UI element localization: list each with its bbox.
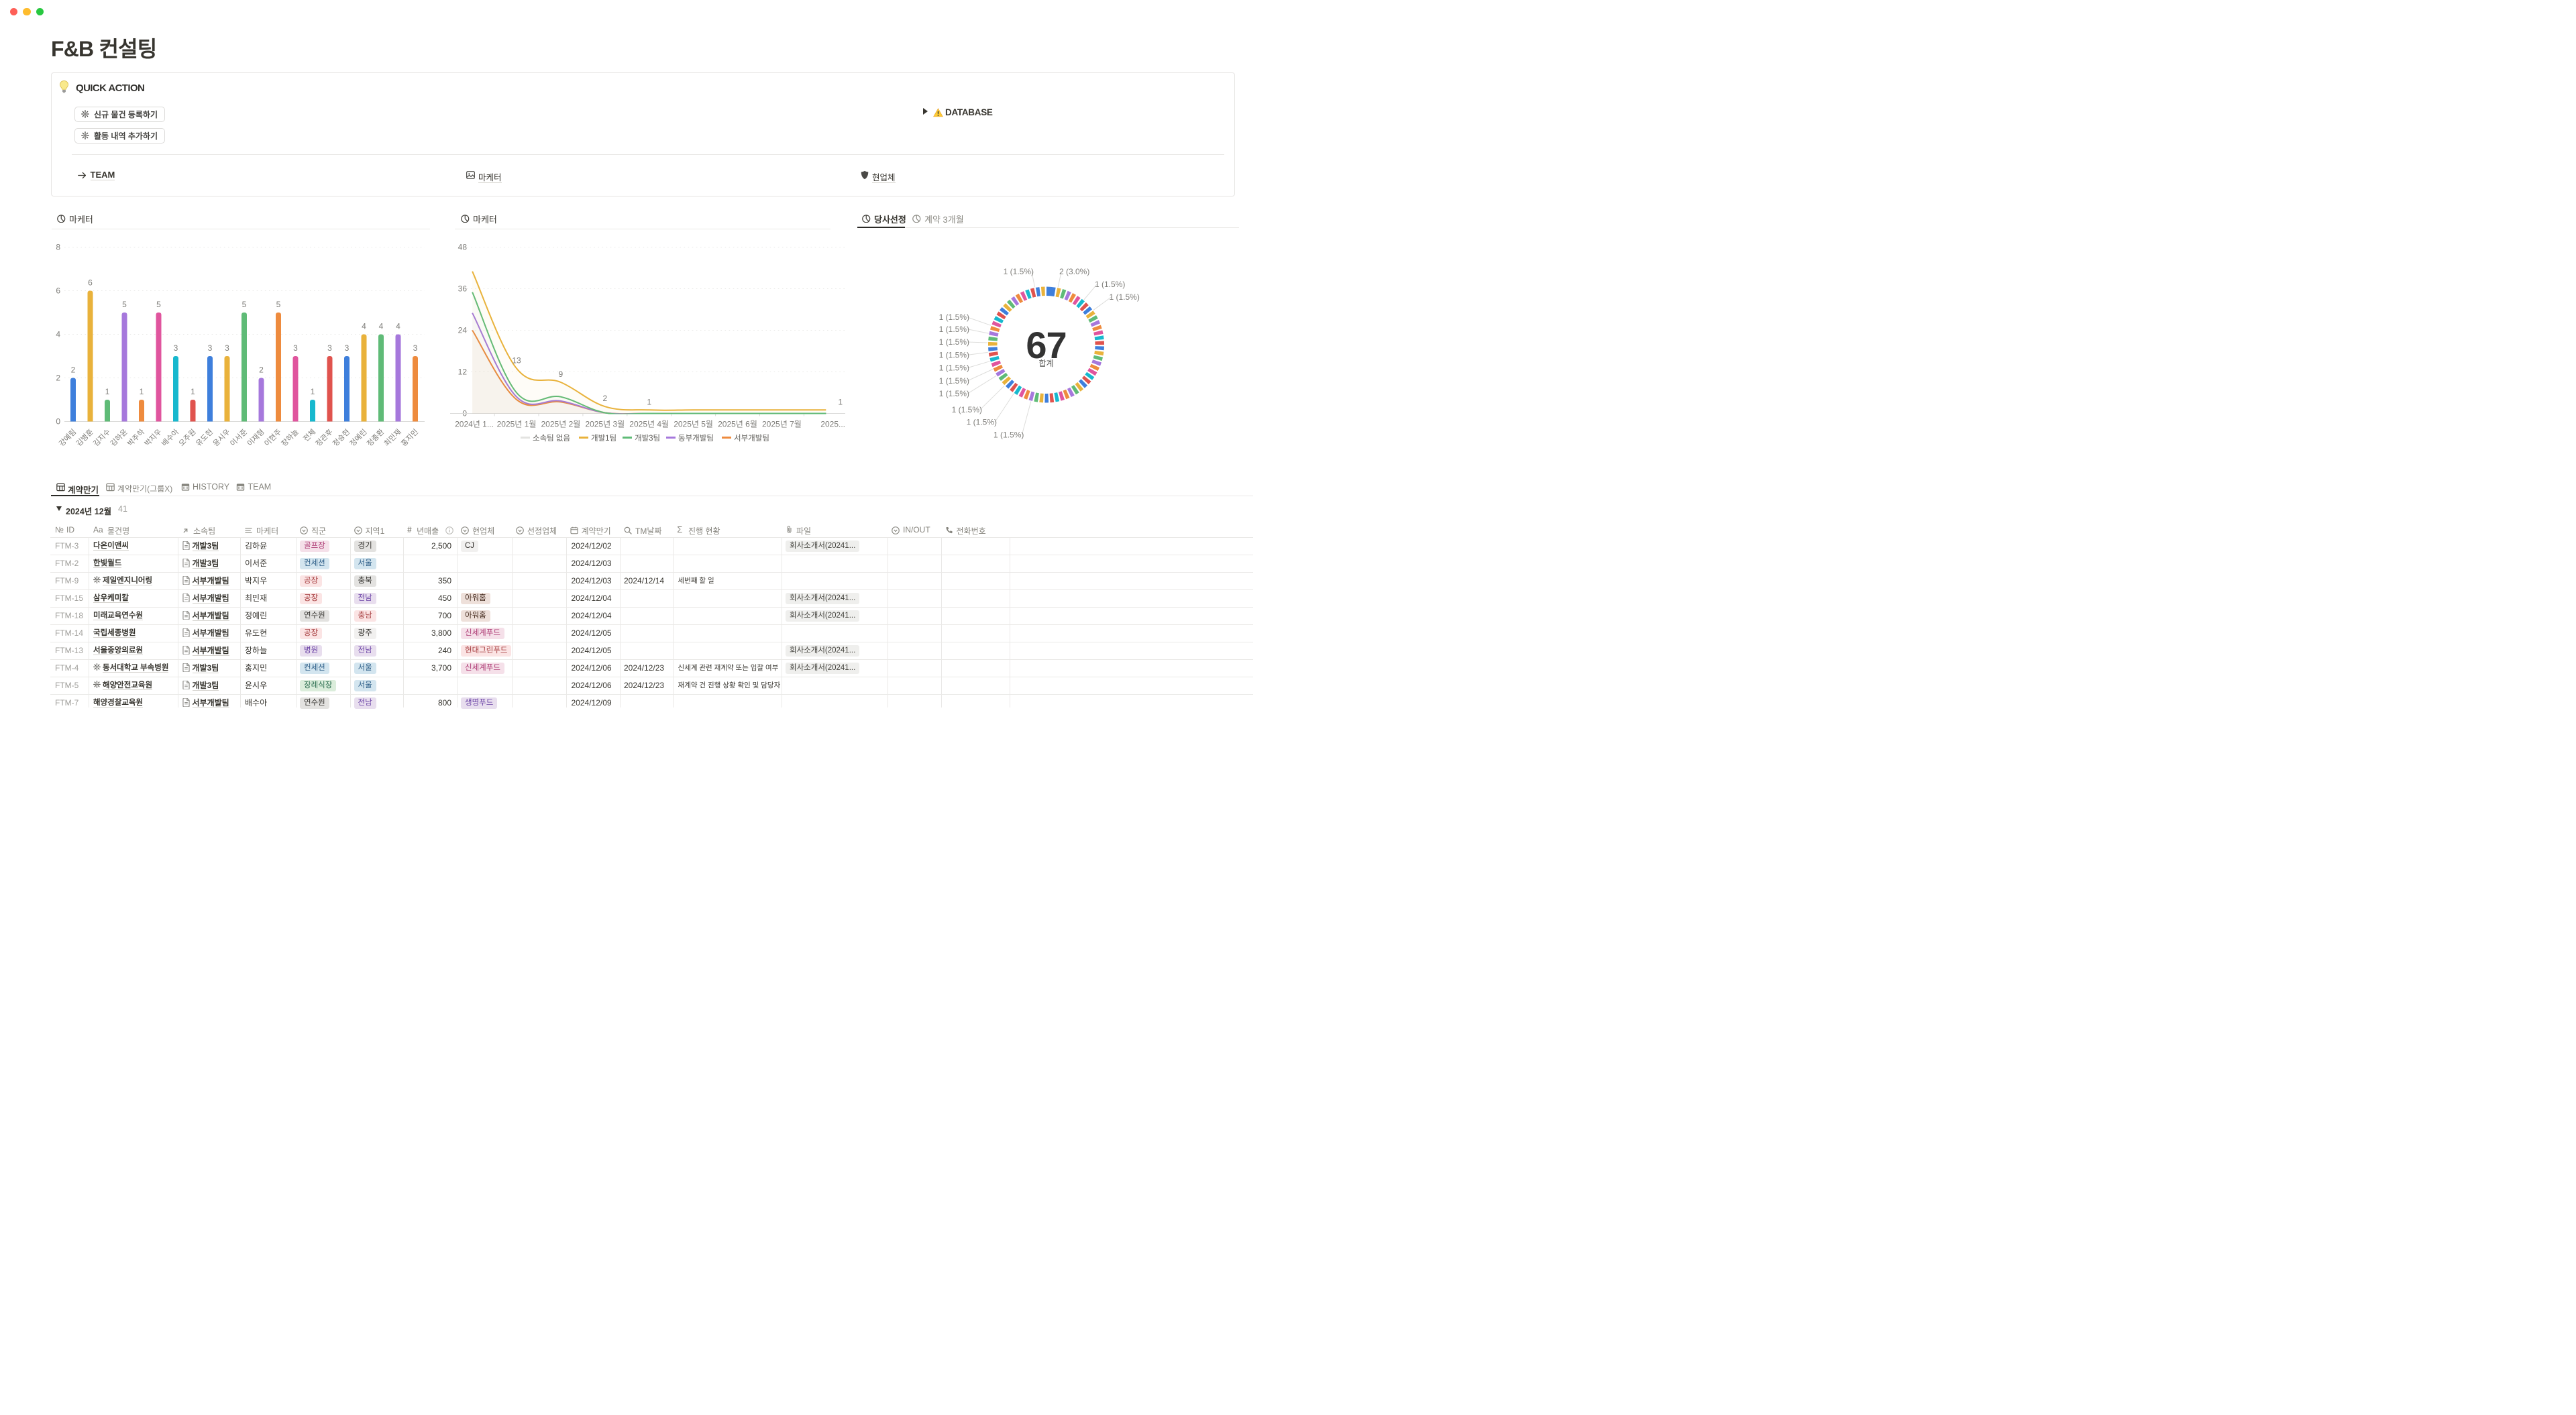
svg-text:12: 12: [458, 367, 468, 377]
svg-text:5: 5: [122, 300, 127, 309]
svg-text:1: 1: [647, 397, 651, 406]
svg-text:5: 5: [276, 300, 281, 309]
svg-text:최민재: 최민재: [382, 427, 403, 448]
svg-text:1 (1.5%): 1 (1.5%): [939, 350, 969, 359]
svg-text:0: 0: [56, 417, 60, 427]
svg-text:이현주: 이현주: [262, 427, 283, 448]
svg-text:2: 2: [56, 374, 60, 383]
svg-text:3: 3: [174, 343, 178, 353]
svg-text:4: 4: [396, 322, 400, 331]
svg-text:4: 4: [362, 322, 366, 331]
svg-text:3: 3: [225, 343, 229, 353]
svg-text:8: 8: [56, 243, 60, 252]
svg-text:1 (1.5%): 1 (1.5%): [939, 389, 969, 398]
svg-text:정종환: 정종환: [365, 427, 386, 448]
svg-text:4: 4: [379, 322, 384, 331]
svg-text:장하늘: 장하늘: [279, 427, 300, 448]
svg-text:1: 1: [191, 387, 195, 396]
svg-text:1 (1.5%): 1 (1.5%): [1004, 267, 1034, 276]
svg-text:2025년 7월: 2025년 7월: [762, 420, 802, 429]
svg-text:2024년 1...: 2024년 1...: [455, 420, 494, 429]
svg-text:배수아: 배수아: [160, 427, 180, 448]
svg-text:2025년 3월: 2025년 3월: [585, 420, 625, 429]
svg-text:이재형: 이재형: [246, 427, 266, 448]
svg-text:3: 3: [345, 343, 350, 353]
svg-text:2 (3.0%): 2 (3.0%): [1059, 267, 1089, 276]
svg-text:6: 6: [88, 278, 93, 288]
svg-text:2: 2: [71, 365, 76, 375]
svg-text:2025년 2월: 2025년 2월: [541, 420, 581, 429]
svg-text:3: 3: [327, 343, 332, 353]
svg-text:2025년 5월: 2025년 5월: [674, 420, 713, 429]
svg-text:2: 2: [602, 394, 607, 403]
svg-text:5: 5: [242, 300, 247, 309]
svg-text:김병훈: 김병훈: [74, 427, 95, 448]
svg-text:48: 48: [458, 243, 468, 252]
svg-text:2025년 4월: 2025년 4월: [629, 420, 669, 429]
svg-text:1: 1: [140, 387, 144, 396]
svg-text:36: 36: [458, 284, 468, 294]
svg-text:박주하: 박주하: [125, 427, 146, 448]
svg-text:3: 3: [208, 343, 213, 353]
svg-text:정예린: 정예린: [348, 427, 369, 448]
svg-text:2025년 1월: 2025년 1월: [497, 420, 537, 429]
svg-text:1 (1.5%): 1 (1.5%): [939, 313, 969, 322]
svg-text:2025년 6월: 2025년 6월: [718, 420, 757, 429]
svg-text:강예림: 강예림: [57, 427, 78, 448]
svg-text:1 (1.5%): 1 (1.5%): [939, 363, 969, 373]
svg-text:윤시우: 윤시우: [211, 427, 232, 448]
svg-text:1 (1.5%): 1 (1.5%): [939, 325, 969, 334]
svg-text:1 (1.5%): 1 (1.5%): [994, 430, 1024, 439]
svg-text:유도현: 유도현: [194, 427, 215, 448]
svg-text:정승현: 정승현: [331, 427, 352, 448]
svg-text:김하윤: 김하윤: [108, 427, 129, 448]
svg-text:오주원: 오주원: [177, 427, 198, 448]
svg-text:24: 24: [458, 326, 468, 335]
svg-text:1: 1: [311, 387, 315, 396]
svg-text:3: 3: [293, 343, 298, 353]
svg-text:1 (1.5%): 1 (1.5%): [939, 337, 969, 347]
svg-text:4: 4: [56, 330, 60, 339]
svg-text:1: 1: [838, 397, 843, 406]
svg-text:67: 67: [1026, 324, 1066, 366]
svg-text:1 (1.5%): 1 (1.5%): [1110, 292, 1140, 302]
svg-text:2025...: 2025...: [820, 420, 845, 429]
svg-text:이서준: 이서준: [228, 427, 249, 448]
svg-text:3: 3: [413, 343, 418, 353]
svg-text:김지수: 김지수: [91, 427, 112, 448]
svg-text:박지우: 박지우: [143, 427, 164, 448]
svg-text:홍지민: 홍지민: [399, 427, 420, 448]
svg-text:9: 9: [559, 370, 564, 379]
svg-text:1 (1.5%): 1 (1.5%): [952, 405, 982, 414]
svg-text:1 (1.5%): 1 (1.5%): [939, 376, 969, 386]
svg-text:1 (1.5%): 1 (1.5%): [967, 418, 997, 427]
svg-text:2: 2: [259, 365, 264, 375]
svg-text:합계: 합계: [1038, 359, 1053, 368]
svg-text:정관후: 정관후: [314, 427, 335, 448]
svg-text:13: 13: [512, 355, 521, 365]
svg-text:5: 5: [156, 300, 161, 309]
svg-text:6: 6: [56, 286, 60, 296]
svg-text:1 (1.5%): 1 (1.5%): [1095, 280, 1125, 289]
svg-text:1: 1: [105, 387, 110, 396]
